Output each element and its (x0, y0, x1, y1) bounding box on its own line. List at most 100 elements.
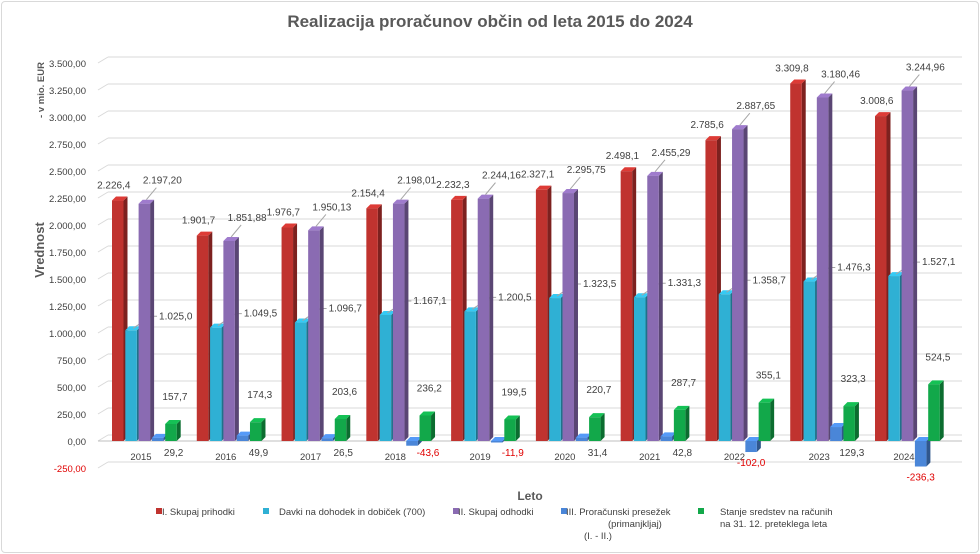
legend-item: III. Proračunski presežek(primanjkljaj)(… (561, 507, 671, 542)
gridline-slant (97, 380, 109, 388)
gridline-slant (97, 137, 109, 145)
gridline-slant (97, 407, 109, 415)
bar-top (575, 433, 592, 438)
bar-side (854, 402, 859, 441)
x-tick-label: 2016 (215, 452, 236, 463)
legend-item: Davki na dohodek in dobiček (700) (263, 507, 425, 518)
gridline-slant (97, 299, 109, 307)
bar-2015-s5 (165, 423, 177, 441)
bar-2024-s4 (914, 441, 927, 467)
bar-2017-s2 (294, 322, 307, 441)
bar-2017-s3 (308, 230, 320, 441)
bar-2015-s2 (125, 330, 137, 441)
leader-line (569, 176, 581, 190)
bar-top (236, 431, 253, 436)
bar-side (658, 171, 663, 441)
gridline-slant (97, 218, 109, 226)
data-label: 2.154,4 (351, 188, 385, 199)
data-label: 287,7 (671, 378, 696, 389)
data-label: -43,6 (417, 448, 440, 459)
y-tick-label: 2.000,00 (49, 221, 86, 232)
data-label: 26,5 (333, 448, 353, 459)
bar-2023-s1 (790, 83, 802, 442)
bar-top (790, 79, 806, 84)
x-tick-label: 2024 (893, 452, 914, 463)
bar-2016-s2 (210, 327, 222, 441)
bar-2022-s5 (758, 402, 771, 441)
y-tick-label: 3.250,00 (49, 86, 86, 97)
bar-side (743, 125, 748, 442)
data-label: 2.198,01 (397, 176, 436, 187)
bar-side (600, 413, 605, 441)
bar-top (249, 418, 266, 423)
y-tick-label: 3.500,00 (49, 59, 86, 70)
data-label: 2.327,1 (521, 170, 555, 181)
bar-2019-s4 (491, 441, 503, 443)
bar-2020-s4 (575, 437, 588, 441)
data-label: 1.851,88 (228, 213, 267, 224)
y-axis-title: Vrednost (32, 222, 47, 278)
data-label: 3.244,96 (906, 63, 945, 74)
bar-top (843, 402, 859, 407)
y-tick-label: 0,00 (68, 437, 87, 448)
bar-2019-s3 (477, 198, 490, 441)
data-label: 2.498,1 (606, 151, 640, 162)
x-axis-title: Leto (517, 489, 542, 503)
bar-side (176, 419, 181, 441)
bar-2024-s1 (875, 116, 887, 441)
data-label: 2.226,4 (97, 181, 131, 192)
bar-top (223, 236, 239, 241)
bar-top (589, 413, 605, 418)
leader-line (908, 74, 920, 87)
gridline-slant (97, 56, 109, 64)
bar-2021-s2 (633, 297, 646, 441)
bar-2020-s5 (589, 417, 601, 441)
bar-top (138, 199, 155, 204)
bar-side (685, 405, 690, 441)
bar-2023-s5 (843, 406, 855, 441)
legend-label: (primanjkljaj) (608, 519, 662, 530)
bar-top (392, 199, 409, 204)
bar-top (406, 437, 422, 441)
bar-2024-s5 (928, 384, 940, 441)
gridline-slant (97, 461, 109, 469)
legend-swatch (453, 508, 459, 514)
data-label: 1.167,1 (413, 296, 447, 307)
data-label: 3.008,6 (860, 96, 894, 107)
bar-top (477, 194, 494, 199)
data-label: 174,3 (247, 390, 272, 401)
data-label: 1.331,3 (668, 278, 702, 289)
data-label: -11,9 (502, 448, 524, 459)
data-label: 3.180,46 (821, 70, 860, 81)
data-label: 2.295,75 (567, 165, 606, 176)
data-label: -236,3 (906, 473, 935, 484)
bar-2018-s2 (379, 314, 392, 441)
bar-2016-s5 (249, 422, 262, 441)
bar-top (620, 167, 637, 172)
leader-line (230, 224, 242, 238)
bar-2022-s1 (705, 140, 717, 441)
bar-2015-s3 (138, 203, 151, 441)
bar-side (913, 86, 918, 442)
legend-label: II. Skupaj odhodki (458, 507, 534, 518)
data-label: 2.455,29 (652, 148, 691, 159)
gridline-slant (97, 83, 109, 91)
leader-line (654, 159, 666, 173)
data-label: 236,2 (417, 383, 442, 394)
legend-item: II. Skupaj odhodki (453, 507, 534, 518)
bar-top (816, 93, 833, 98)
bar-side (489, 194, 494, 441)
data-label: 1.358,7 (752, 275, 786, 286)
bar-2024-s3 (901, 90, 914, 442)
data-label: 1.976,7 (267, 208, 301, 219)
legend-label: (I. - II.) (584, 531, 612, 542)
legend-swatch (698, 508, 704, 514)
bar-top (732, 125, 748, 130)
data-label: 3.309,8 (775, 64, 809, 75)
bar-side (573, 189, 578, 441)
bar-2022-s4 (745, 441, 757, 453)
bar-top (660, 432, 677, 437)
bar-side (926, 437, 931, 467)
